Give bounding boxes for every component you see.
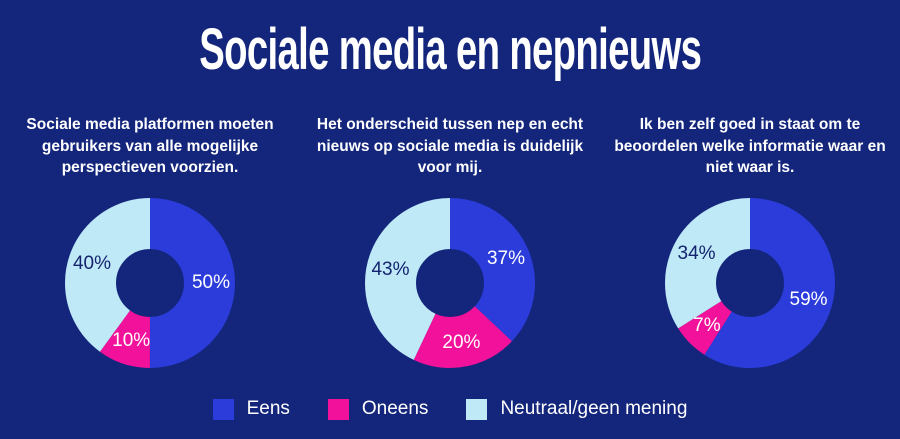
chart-column-1: Sociale media platformen moeten gebruike…	[0, 114, 300, 378]
slice-label-59pct: 59%	[789, 289, 828, 311]
slice-label-37pct: 37%	[486, 247, 525, 269]
slice-label-50pct: 50%	[191, 272, 231, 293]
legend: Eens Oneens Neutraal/geen mening	[0, 398, 900, 420]
chart-question-1: Sociale media platformen moeten gebruike…	[26, 116, 274, 176]
donut-slice-neutraal-geen-mening	[365, 198, 535, 368]
slice-label-34pct: 34%	[677, 242, 716, 264]
chart-column-3: Ik ben zelf goed in staat om te beoordel…	[600, 114, 900, 378]
legend-swatch-icon	[212, 398, 234, 420]
chart-question-3: Ik ben zelf goed in staat om te beoordel…	[614, 116, 886, 176]
legend-swatch-icon	[466, 398, 488, 420]
slice-label-7pct: 7%	[693, 315, 721, 337]
legend-label: Eens	[246, 398, 290, 419]
donut-chart-1: 50% 10% 40%	[55, 188, 245, 378]
legend-label: Oneens	[361, 398, 429, 419]
chart-question-2: Het onderscheid tussen nep en echt nieuw…	[316, 116, 584, 176]
slice-label-20pct: 20%	[442, 331, 481, 353]
donut-chart-3: 59% 7% 34%	[655, 188, 845, 378]
slice-label-10pct: 10%	[112, 330, 151, 351]
donut-svg-1	[65, 198, 235, 368]
donut-svg-3	[665, 198, 835, 368]
legend-swatch-icon	[327, 398, 349, 420]
page-title-text: Sociale media en nepnieuws	[199, 17, 702, 82]
donut-slice-neutraal-geen-mening	[665, 198, 835, 368]
page-title: Sociale media en nepnieuws	[0, 20, 900, 80]
slice-label-40pct: 40%	[72, 253, 111, 275]
legend-item-2: Oneens	[327, 398, 429, 420]
slice-label-43pct: 43%	[371, 258, 410, 280]
donut-slice-oneens	[365, 198, 535, 368]
donut-chart-2: 37% 20% 43%	[355, 188, 545, 378]
charts-row: Sociale media platformen moeten gebruike…	[0, 114, 900, 378]
legend-item-3: Neutraal/geen mening	[466, 398, 687, 420]
donut-slice-neutraal-geen-mening	[65, 198, 235, 368]
legend-item-1: Eens	[212, 398, 290, 420]
donut-svg-2	[365, 198, 535, 368]
chart-column-2: Het onderscheid tussen nep en echt nieuw…	[300, 114, 600, 378]
legend-label: Neutraal/geen mening	[500, 398, 688, 419]
